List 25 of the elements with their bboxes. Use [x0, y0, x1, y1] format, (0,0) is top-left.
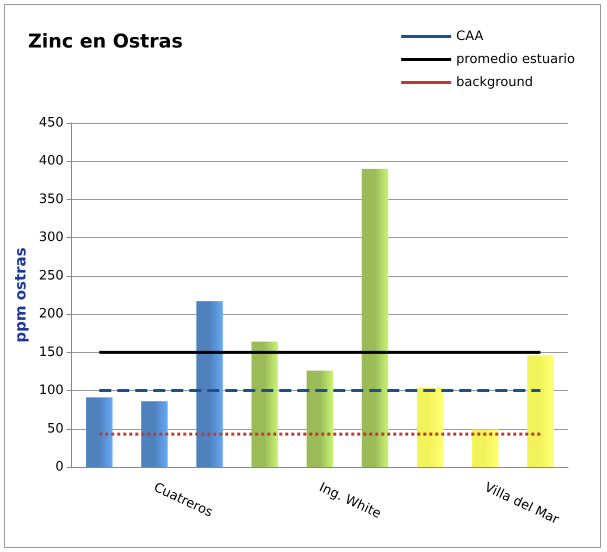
y-tick-label: 300 — [38, 230, 64, 246]
y-tick-label: 100 — [38, 383, 64, 398]
x-tick-label: Villa del Mar — [482, 480, 562, 528]
bar — [141, 401, 168, 467]
chart-title: Zinc en Ostras — [28, 30, 183, 52]
y-tick-label: 250 — [38, 268, 64, 284]
bar — [86, 397, 113, 467]
y-axis-title: ppm ostras — [12, 247, 30, 343]
legend-label: background — [456, 75, 534, 90]
bar — [472, 430, 499, 467]
bar — [306, 370, 334, 467]
y-tick-label: 0 — [55, 460, 64, 474]
bar — [196, 301, 223, 467]
bar — [527, 355, 554, 467]
bar — [362, 168, 388, 467]
y-tick-label: 200 — [38, 306, 64, 322]
y-tick-label: 350 — [38, 192, 64, 207]
y-tick-label: 50 — [47, 421, 64, 436]
y-tick-label: 150 — [38, 344, 64, 360]
y-tick-label: 450 — [38, 116, 64, 130]
legend-label: promedio estuario — [456, 52, 576, 67]
bar — [251, 342, 278, 467]
bar — [416, 388, 444, 467]
y-tick-label: 400 — [38, 154, 64, 169]
legend-label: CAA — [456, 29, 484, 44]
